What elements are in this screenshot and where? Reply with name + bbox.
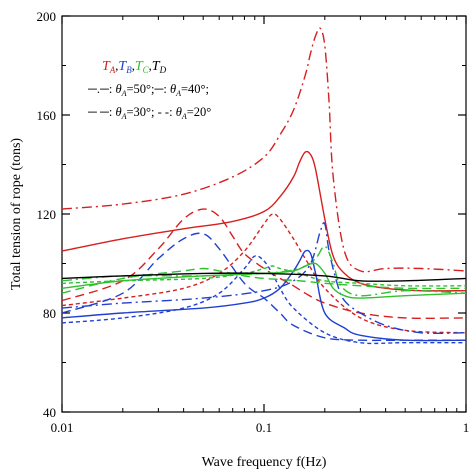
series-line-10 (61, 267, 467, 294)
legend-label-tb: TB (118, 59, 132, 75)
legend-line2-dotted: - -: (158, 105, 176, 119)
legend-sep-3: , (149, 59, 152, 73)
legend-label-ta-main: T (102, 59, 111, 74)
x-tick-label: 1 (463, 420, 470, 435)
legend-label-tb-main: T (118, 59, 127, 74)
series-line-8 (61, 245, 467, 297)
series-line-12 (61, 272, 467, 283)
series-line-6 (61, 232, 466, 342)
series-line-5 (61, 249, 467, 342)
legend-line-2: ─ ─: θA=30°; - -: θA=20° (87, 105, 211, 121)
series-line-0 (61, 27, 467, 273)
legend-label-tb-sub: B (126, 65, 132, 75)
legend-theta-1: θ (115, 82, 121, 96)
legend-line2-dashed: ─ ─: (87, 105, 115, 119)
legend-label-tc-main: T (135, 59, 144, 74)
chart-axes: 0.01 0.1 1 40 80 120 160 200 (37, 9, 470, 435)
legend-line2-angle-30: =30°; (126, 105, 157, 119)
legend-label-ta: TA (102, 59, 116, 75)
series-line-1 (61, 150, 467, 292)
legend-tension-labels: TA,TB,TC,TD (102, 59, 167, 75)
legend-theta-sub-3: A (121, 112, 127, 121)
series-line-7 (61, 255, 466, 345)
y-tick-label: 80 (43, 306, 56, 321)
x-axis-title: Wave frequency f(Hz) (202, 455, 327, 470)
y-tick-label: 120 (37, 207, 57, 222)
x-tick-label: 0.1 (256, 420, 272, 435)
legend-sep-2: , (132, 59, 135, 73)
legend-line1-angle-50: =50°; (126, 82, 154, 96)
legend-line1-dashdot: ─.─: (87, 82, 115, 96)
legend-label-tc-sub: C (143, 65, 150, 75)
legend-line1-solid: ─: (154, 82, 170, 96)
x-tick-label: 0.01 (51, 420, 74, 435)
legend-theta-4: θ (176, 105, 182, 119)
series-line-2 (61, 208, 467, 319)
series-line-3 (61, 213, 467, 334)
legend-theta-sub-1: A (121, 89, 127, 98)
legend-label-ta-sub: A (109, 65, 116, 75)
legend-theta-2: θ (170, 82, 176, 96)
legend-line-1: ─.─: θA=50°;─: θA=40°; (87, 82, 209, 98)
legend-sep-1: , (115, 59, 118, 73)
legend-theta-3: θ (115, 105, 121, 119)
plot-frame (61, 15, 467, 413)
legend-label-td-main: T (152, 59, 161, 74)
y-axis-title: Total tension of rope (tons) (9, 138, 24, 291)
y-tick-label: 200 (37, 9, 57, 24)
series-line-11 (61, 265, 467, 287)
series-line-9 (61, 262, 467, 299)
y-tick-label: 40 (43, 405, 56, 420)
chart-series (61, 27, 467, 345)
legend-theta-sub-4: A (181, 112, 187, 121)
series-line-4 (61, 222, 467, 335)
legend-line2-angle-20: =20° (187, 105, 212, 119)
legend-label-tc: TC (135, 59, 150, 75)
legend-line1-angle-40: =40°; (181, 82, 209, 96)
chart-legend: TA,TB,TC,TD ─.─: θA=50°;─: θA=40°; ─ ─: … (87, 59, 211, 121)
y-tick-label: 160 (37, 108, 57, 123)
legend-theta-sub-2: A (175, 89, 181, 98)
legend-label-td: TD (152, 59, 167, 75)
legend-label-td-sub: D (159, 65, 167, 75)
